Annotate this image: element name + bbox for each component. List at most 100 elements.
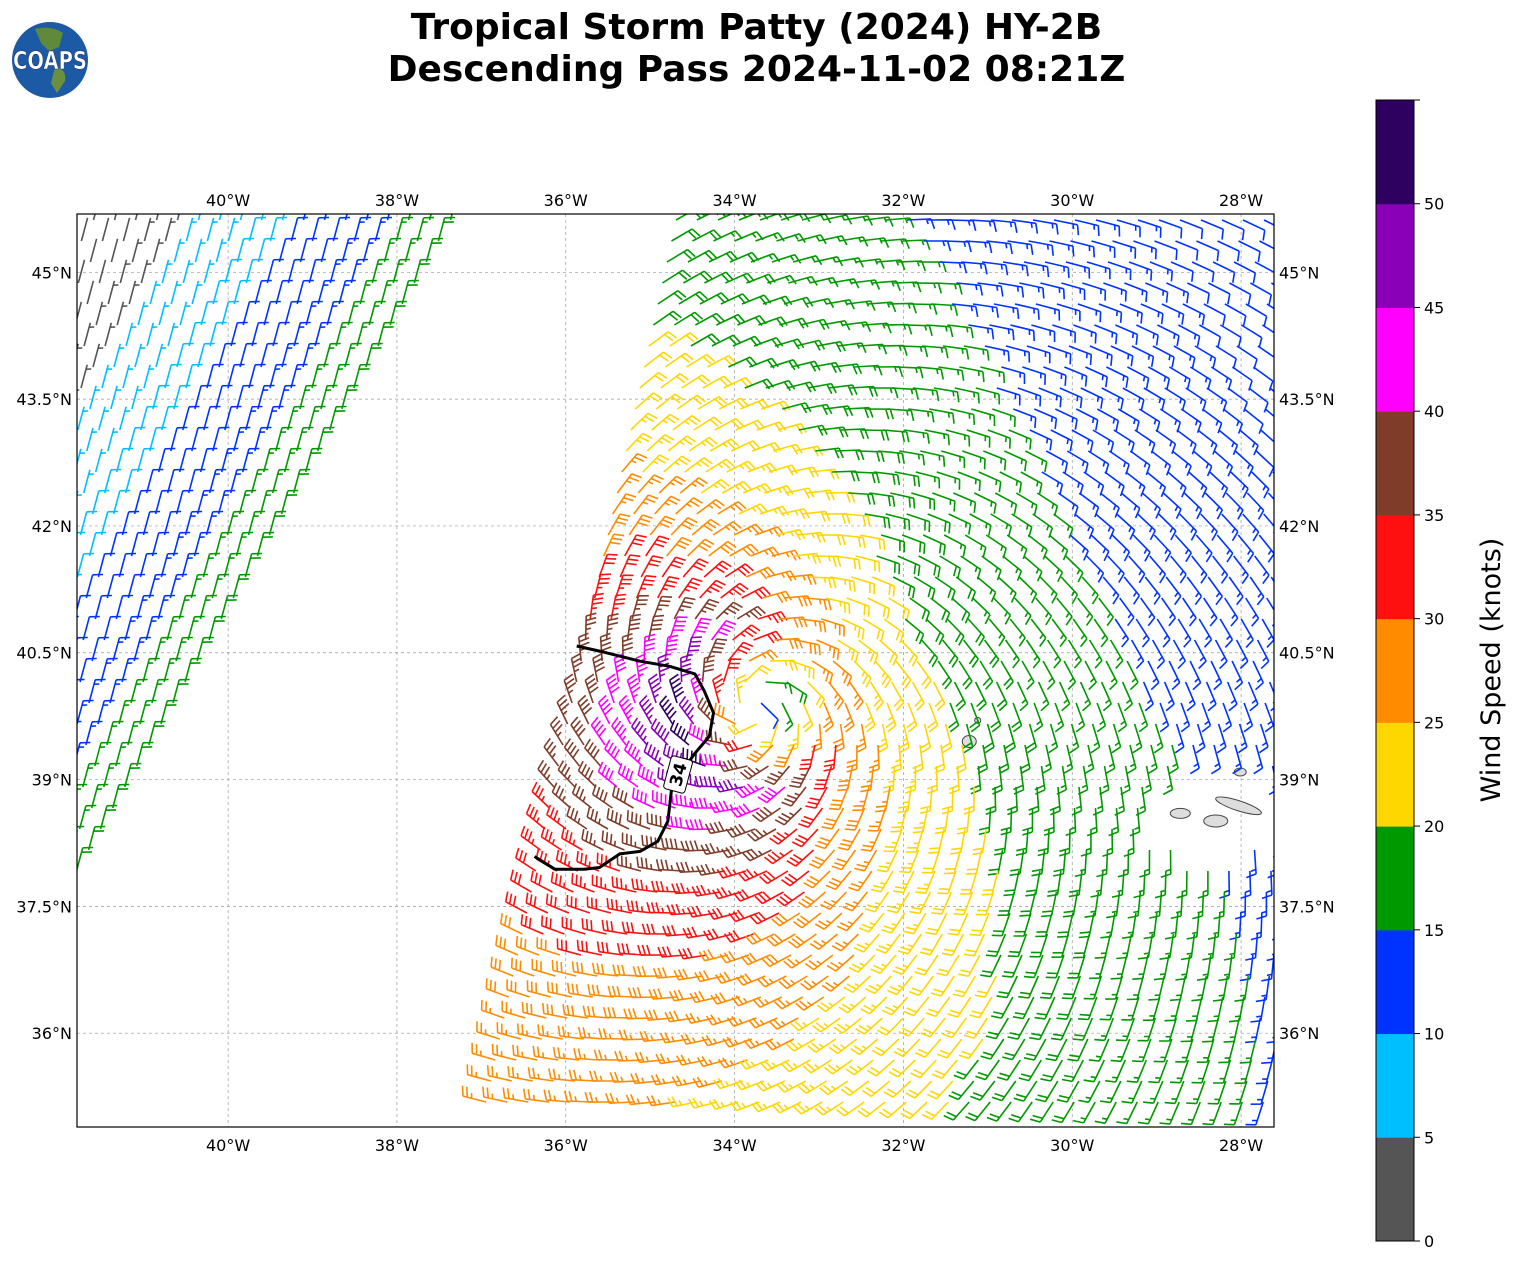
wind-barb (1155, 429, 1177, 455)
wind-barb (1137, 933, 1154, 960)
wind-barb (69, 239, 75, 262)
wind-barb (1164, 1080, 1185, 1105)
colorbar-segment (1376, 1033, 1414, 1138)
wind-barb (852, 786, 870, 812)
wind-barb (377, 321, 395, 347)
wind-barb (1119, 303, 1143, 324)
wind-barb (1099, 1080, 1122, 1104)
wind-barb (1025, 723, 1038, 754)
wind-barb (1105, 975, 1124, 1000)
wind-barb (900, 345, 929, 358)
colorbar-segment (1376, 203, 1414, 308)
colorbar-tick-label: 15 (1424, 921, 1444, 940)
wind-barb (1218, 429, 1239, 456)
wind-barb (341, 384, 359, 410)
wind-barb (667, 435, 697, 452)
wind-barb (635, 653, 648, 683)
wind-barb (1273, 661, 1274, 663)
wind-barb (692, 1076, 723, 1088)
wind-barb (202, 552, 221, 578)
wind-barb (1073, 1101, 1096, 1124)
wind-barb (130, 531, 149, 557)
wind-barb (823, 744, 837, 772)
wind-barb (728, 909, 759, 923)
wind-barb (1159, 702, 1170, 733)
wind-barb (903, 429, 930, 444)
wind-barb (664, 634, 679, 662)
wind-barb (1266, 597, 1274, 627)
wind-barb (762, 295, 793, 307)
wind-barb (684, 457, 713, 473)
wind-barb (1061, 975, 1082, 1000)
wind-barb (1199, 324, 1222, 348)
wind-barb (380, 279, 398, 305)
wind-barb (1083, 471, 1105, 496)
wind-barb (1078, 996, 1098, 1021)
wind-barb (531, 958, 556, 977)
lat-tick-label-left: 39°N (32, 771, 72, 790)
wind-barb (449, 214, 453, 221)
wind-barb (634, 1051, 664, 1064)
wind-barb (1169, 1059, 1190, 1084)
wind-barb (1056, 597, 1073, 626)
wind-barb (143, 217, 155, 242)
wind-barb (897, 786, 912, 814)
wind-barb (937, 870, 957, 895)
wind-barb (66, 428, 76, 451)
wind-barb (193, 531, 212, 557)
wind-barb (770, 659, 799, 671)
wind-barb (151, 531, 170, 557)
wind-barb (632, 965, 661, 978)
wind-barb (1173, 345, 1196, 369)
wind-barb (179, 301, 191, 326)
wind-barb (718, 758, 748, 773)
wind-barb (730, 440, 761, 452)
wind-barb (1172, 639, 1186, 670)
island (961, 735, 977, 749)
wind-barb (1165, 576, 1182, 606)
wind-barb (590, 716, 607, 746)
wind-barb (657, 290, 687, 305)
wind-barb (1175, 240, 1199, 261)
wind-barb (1196, 240, 1220, 262)
wind-barb (482, 1086, 508, 1103)
wind-barb (1015, 492, 1038, 516)
wind-barb (1094, 1017, 1115, 1042)
wind-barb (833, 1017, 862, 1034)
wind-barb (1218, 1038, 1236, 1064)
wind-barb (832, 723, 845, 753)
wind-barb (945, 429, 971, 447)
wind-barb (943, 1101, 970, 1121)
wind-barb (341, 237, 360, 263)
colorbar-tick-label: 30 (1424, 610, 1444, 629)
wind-barb (320, 384, 338, 410)
wind-barb (1074, 849, 1088, 878)
wind-barb (780, 508, 810, 520)
wind-barb (1218, 954, 1233, 982)
wind-barb (722, 739, 753, 753)
wind-barb (1054, 408, 1078, 430)
wind-barb (821, 975, 850, 992)
wind-barb (1191, 555, 1208, 584)
wind-barb (985, 1017, 1009, 1040)
wind-barb (550, 871, 574, 893)
wind-barb (1161, 303, 1185, 325)
wind-barb (1132, 1038, 1152, 1063)
wind-barb (933, 744, 946, 774)
wind-barb (766, 933, 796, 947)
wind-barb (124, 468, 143, 494)
wind-barb (806, 489, 835, 501)
wind-barb (910, 1059, 937, 1079)
wind-barb (688, 723, 711, 746)
wind-barb (1065, 555, 1084, 583)
wind-barb (163, 510, 182, 536)
wind-barb (993, 303, 1020, 319)
wind-barb (623, 740, 644, 767)
wind-barb (1276, 262, 1297, 284)
wind-barb (77, 720, 82, 723)
wind-barb (673, 596, 696, 620)
wind-barb (1047, 345, 1072, 365)
wind-barb (786, 849, 815, 867)
wind-barb (112, 489, 131, 515)
